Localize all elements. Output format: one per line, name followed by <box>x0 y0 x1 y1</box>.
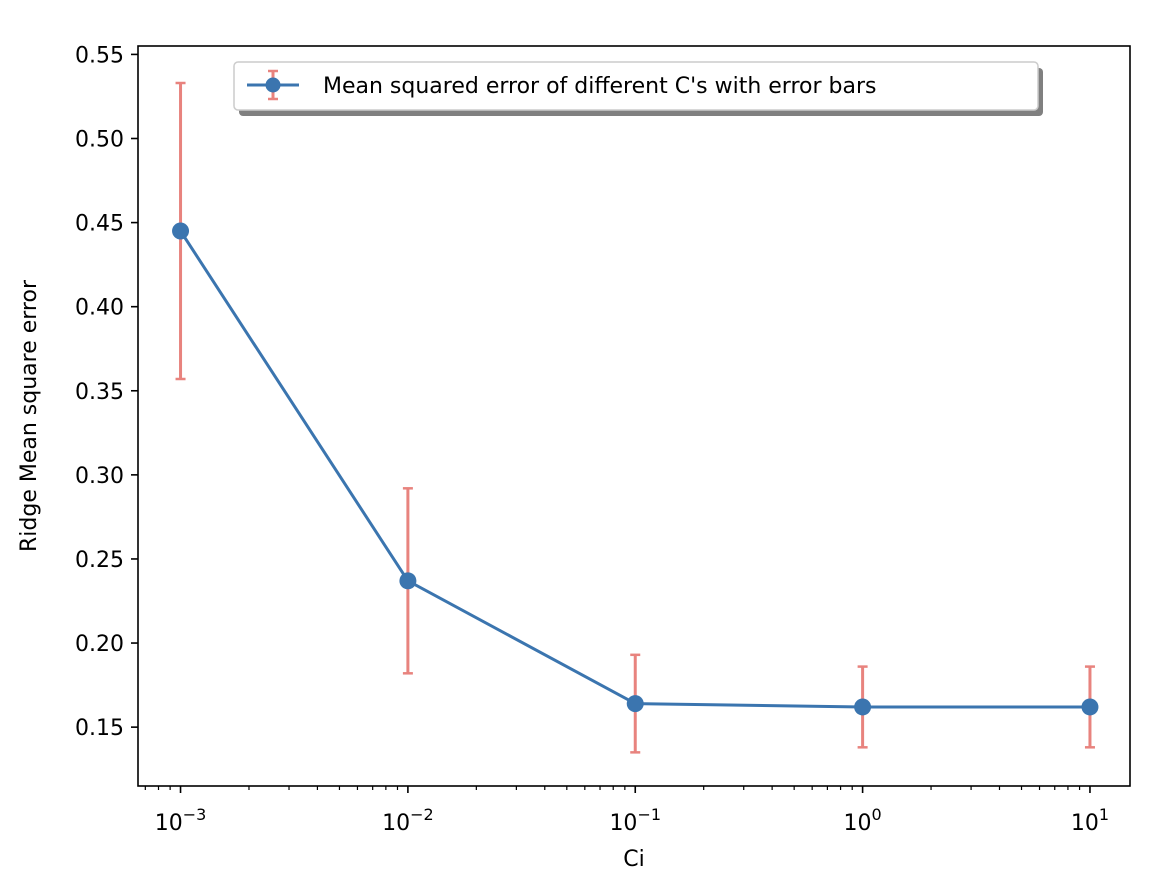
plot-frame <box>137 45 1131 787</box>
y-tick-label: 0.35 <box>75 380 124 405</box>
x-major-ticks: 10−3 10−2 10−1 100 101 <box>155 786 1109 836</box>
y-axis-label: Ridge Mean square error <box>17 279 42 552</box>
x-tick-label: 10−2 <box>382 805 434 836</box>
y-tick-label: 0.15 <box>75 716 124 741</box>
data-point <box>854 698 872 716</box>
legend: Mean squared error of different C's with… <box>233 61 1043 116</box>
y-tick-label: 0.45 <box>75 212 124 237</box>
legend-marker <box>265 77 281 93</box>
x-tick-label: 101 <box>1071 805 1109 836</box>
y-tick-label: 0.30 <box>75 464 124 489</box>
data-point <box>626 695 644 713</box>
y-tick-label: 0.40 <box>75 296 124 321</box>
x-tick-label: 10−1 <box>609 805 661 836</box>
x-tick-label: 100 <box>844 805 882 836</box>
x-tick-label: 10−3 <box>155 805 207 836</box>
legend-box <box>233 61 1039 111</box>
y-tick-label: 0.50 <box>75 128 124 153</box>
data-point <box>399 572 417 590</box>
series-layer <box>172 81 1099 754</box>
y-tick-label: 0.20 <box>75 632 124 657</box>
y-tick-label: 0.25 <box>75 548 124 573</box>
data-point <box>172 222 190 240</box>
y-ticks: 0.15 0.20 0.25 0.30 0.35 0.40 0.45 0.50 0.55 <box>75 43 138 741</box>
x-axis-label: Ci <box>623 847 644 872</box>
legend-label: Mean squared error of different C's with… <box>323 74 876 99</box>
y-tick-label: 0.55 <box>75 43 124 68</box>
data-point <box>1081 698 1099 716</box>
